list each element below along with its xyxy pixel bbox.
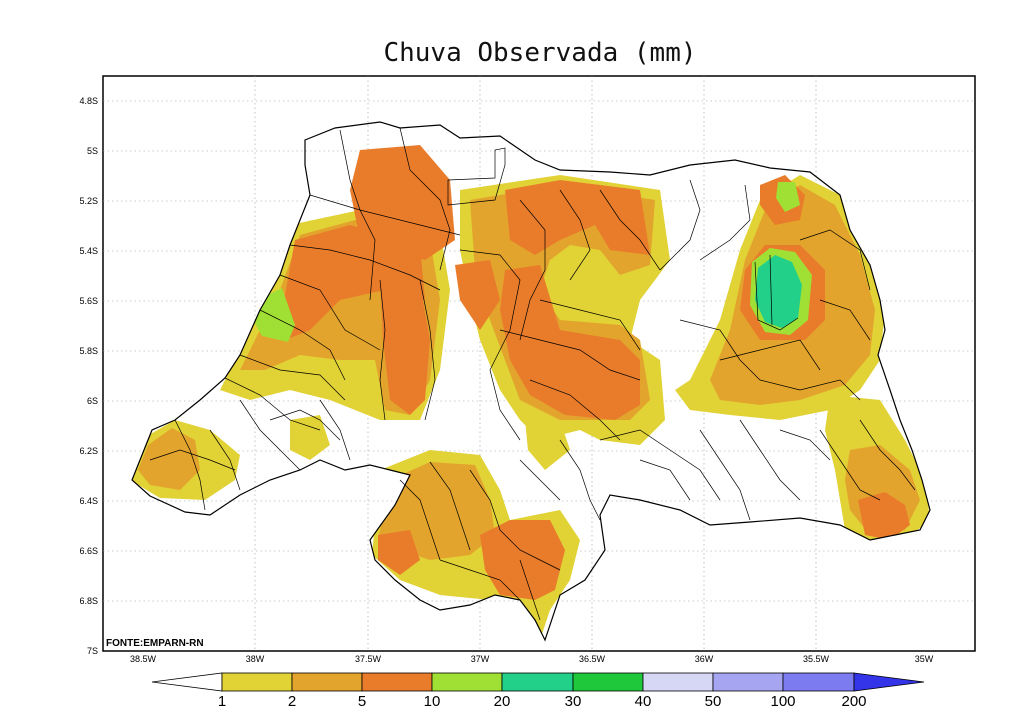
y-tick-label: 5.2S xyxy=(79,196,98,206)
colorbar-label: 1 xyxy=(218,693,226,710)
y-tick-label: 7S xyxy=(87,646,98,656)
rainfall-field xyxy=(132,145,930,640)
colorbar-label: 30 xyxy=(565,693,582,710)
colorbar-seg-10 xyxy=(853,672,925,692)
y-tick-label: 6S xyxy=(87,396,98,406)
colorbar-seg-3 xyxy=(361,672,433,692)
rain-zone-very-heavy xyxy=(776,182,800,212)
municipality-borders xyxy=(149,127,916,621)
colorbar-label: 200 xyxy=(841,693,866,710)
colorbar-label: 5 xyxy=(358,693,366,710)
y-tick-label: 6.4S xyxy=(79,496,98,506)
colorbar-seg-2 xyxy=(291,672,363,692)
rain-zone-light xyxy=(290,415,330,460)
rain-zone-moderate xyxy=(138,428,200,490)
colorbar-seg-4 xyxy=(431,672,503,692)
rain-zone-heavy xyxy=(505,180,650,255)
y-tick-label: 4.8S xyxy=(79,96,98,106)
x-tick-label: 37W xyxy=(471,654,490,664)
colorbar-seg-9 xyxy=(782,672,855,692)
source-label: FONTE:EMPARN-RN xyxy=(106,638,204,649)
y-tick-label: 5.6S xyxy=(79,296,98,306)
state-outline xyxy=(131,121,931,642)
rain-zone-heavy xyxy=(380,280,430,415)
map-title: Chuva Observada (mm) xyxy=(383,38,697,68)
rain-zone-heavy xyxy=(350,145,455,260)
colorbar-label: 20 xyxy=(494,693,511,710)
colorbar-seg-6 xyxy=(572,672,644,692)
y-tick-label: 6.2S xyxy=(79,446,98,456)
rain-zone-heavy xyxy=(500,265,640,420)
rain-zone-light xyxy=(525,420,570,470)
rain-zone-heavy xyxy=(270,225,425,340)
x-tick-label: 38.5W xyxy=(130,654,157,664)
colorbar: 1 2 5 10 20 30 40 50 100 200 xyxy=(151,672,925,710)
x-axis: 38.5W 38W 37.5W 37W 36.5W 36W 35.5W 35W xyxy=(130,654,934,664)
y-tick-label: 6.6S xyxy=(79,546,98,556)
rain-zone-heavy xyxy=(455,260,500,330)
y-axis: 4.8S 5S 5.2S 5.4S 5.6S 5.8S 6S 6.2S 6.4S… xyxy=(79,96,98,656)
colorbar-label: 2 xyxy=(288,693,296,710)
x-tick-label: 35.5W xyxy=(803,654,830,664)
x-tick-label: 36W xyxy=(695,654,714,664)
rain-zone-heavy xyxy=(858,492,910,540)
x-tick-label: 36.5W xyxy=(579,654,606,664)
colorbar-label: 50 xyxy=(705,693,722,710)
rain-zone-heavy xyxy=(378,530,420,575)
colorbar-label: 100 xyxy=(770,693,795,710)
y-tick-label: 5S xyxy=(87,146,98,156)
colorbar-seg-7 xyxy=(642,672,714,692)
colorbar-label: 10 xyxy=(424,693,441,710)
rain-zone-intense xyxy=(755,255,802,328)
rain-zone-heavy xyxy=(480,520,565,600)
colorbar-label: 40 xyxy=(635,693,652,710)
colorbar-seg-5 xyxy=(501,672,574,692)
x-tick-label: 37.5W xyxy=(355,654,382,664)
y-tick-label: 5.4S xyxy=(79,246,98,256)
colorbar-seg-1 xyxy=(221,672,293,692)
x-tick-label: 35W xyxy=(915,654,934,664)
colorbar-seg-0 xyxy=(151,672,223,692)
y-tick-label: 6.8S xyxy=(79,596,98,606)
x-tick-label: 38W xyxy=(246,654,265,664)
colorbar-seg-8 xyxy=(712,672,784,692)
y-tick-label: 5.8S xyxy=(79,346,98,356)
